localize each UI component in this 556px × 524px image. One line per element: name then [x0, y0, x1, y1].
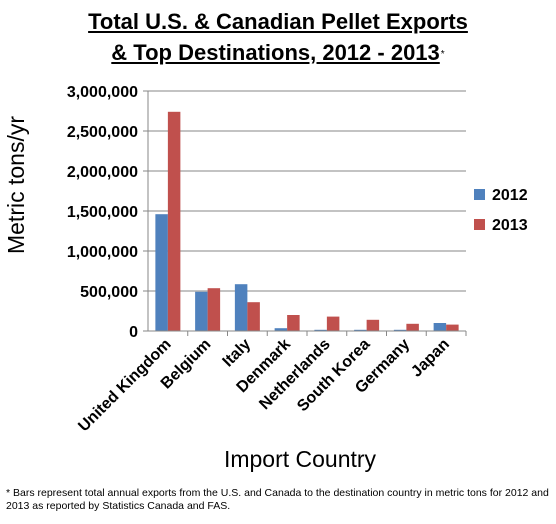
bar-2013-united-kingdom [167, 111, 181, 331]
bar-2012-denmark [274, 328, 288, 331]
bar-2012-netherlands [314, 329, 327, 331]
y-axis-label: Metric tons/yr [3, 116, 29, 254]
y-tick-label: 0 [129, 324, 138, 341]
bar-2012-germany [393, 329, 407, 331]
chart-title-line-2: & Top Destinations, 2012 - 2013 [111, 40, 440, 65]
bar-2012-japan [433, 323, 447, 331]
x-tick-label: Japan [408, 336, 453, 381]
bar-2013-belgium [207, 288, 221, 331]
bar-2013-italy [247, 302, 260, 331]
y-tick-label: 2,500,000 [67, 124, 138, 141]
bar-2012-belgium [195, 291, 208, 331]
y-tick-label: 500,000 [80, 284, 138, 301]
bar-2013-denmark [287, 315, 300, 331]
x-tick-label: Italy [220, 336, 255, 371]
y-tick-label: 1,000,000 [67, 244, 138, 261]
bar-2013-germany [406, 323, 419, 331]
bar-2013-netherlands [326, 316, 340, 331]
axes [143, 90, 467, 336]
legend-label-2012: 2012 [492, 187, 528, 204]
chart: 0 500,000 1,000,000 1,500,000 2,000,000 2,500… [3, 84, 528, 472]
bar-2012-south-korea [354, 329, 367, 331]
y-tick-label: 3,000,000 [67, 84, 138, 101]
bar-2013-japan [446, 324, 459, 331]
legend: 2012 2013 [474, 187, 528, 234]
legend-swatch-2012 [474, 189, 485, 200]
legend-swatch-2013 [474, 219, 485, 230]
bar-2013-south-korea [366, 319, 380, 331]
bar-2012-italy [234, 284, 248, 331]
title-footnote-mark: * [440, 49, 445, 60]
x-axis-label: Import Country [224, 446, 377, 472]
bar-2012-united-kingdom [155, 214, 168, 331]
chart-title: Total U.S. & Canadian Pellet Exports & T… [0, 6, 556, 68]
y-tick-label: 2,000,000 [67, 164, 138, 181]
y-tick-label: 1,500,000 [67, 204, 138, 221]
y-tick-labels: 0 500,000 1,000,000 1,500,000 2,000,000 2,500… [67, 84, 138, 341]
bars [155, 111, 459, 331]
gridlines [148, 90, 466, 292]
legend-label-2013: 2013 [492, 217, 528, 234]
chart-title-line-1: Total U.S. & Canadian Pellet Exports [88, 9, 468, 34]
footnote: * Bars represent total annual exports fr… [6, 487, 549, 512]
x-tick-label: United Kingdom [75, 336, 174, 435]
